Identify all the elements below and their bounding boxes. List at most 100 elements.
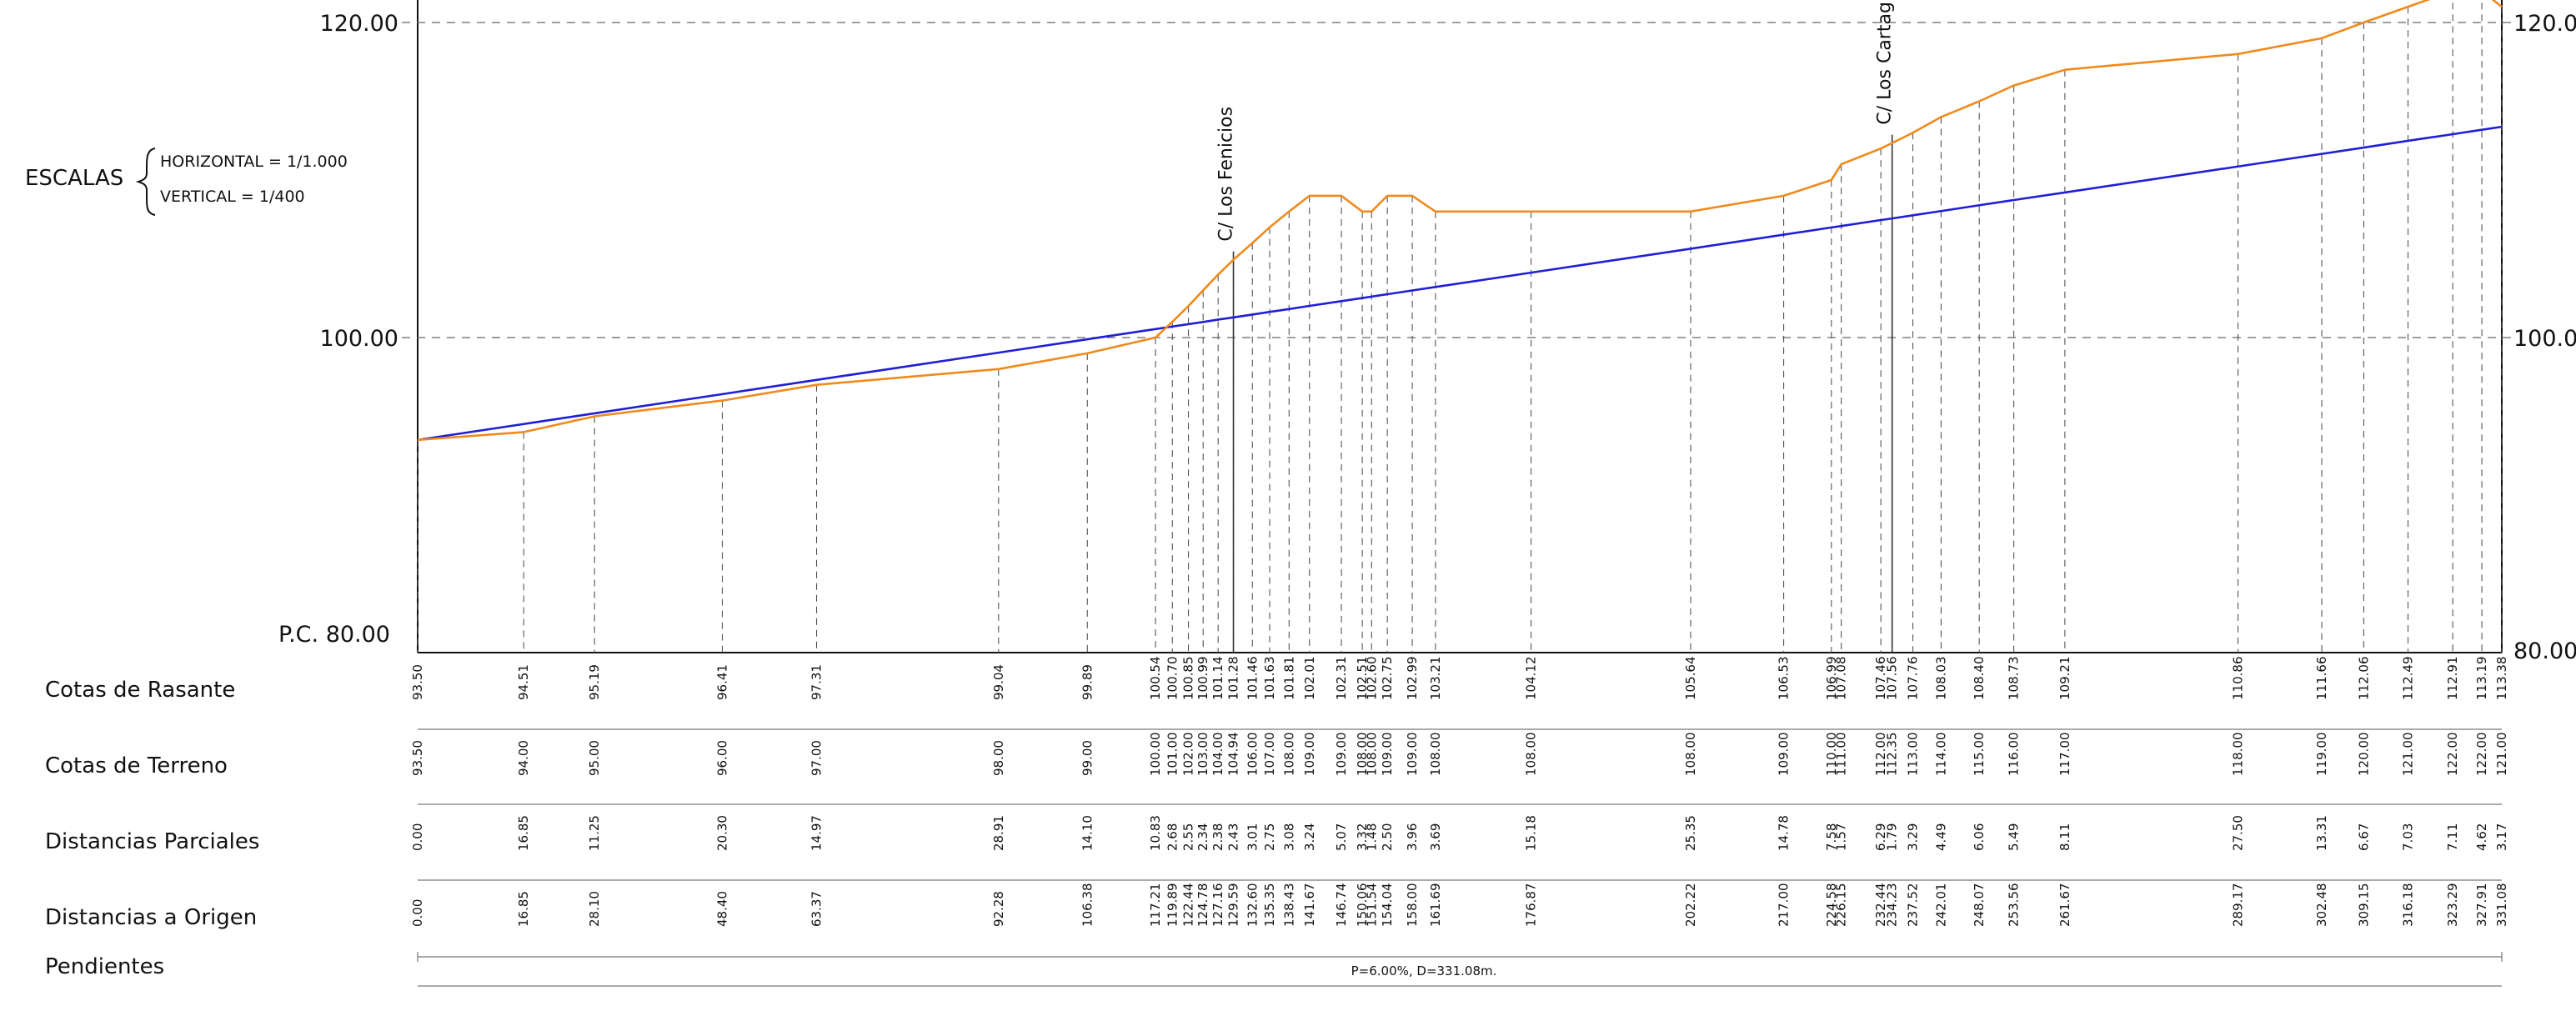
value-terreno-9: 102.00 <box>1181 733 1196 777</box>
value-parciales-37: 6.67 <box>2356 823 2371 851</box>
value-terreno-4: 97.00 <box>809 740 824 776</box>
value-origen-10: 124.78 <box>1195 883 1210 928</box>
value-parciales-19: 1.48 <box>1364 823 1379 851</box>
value-parciales-24: 25.35 <box>1683 815 1698 851</box>
value-rasante-1: 94.51 <box>516 664 531 700</box>
value-origen-36: 302.48 <box>2314 883 2329 928</box>
value-rasante-4: 97.31 <box>809 664 824 700</box>
value-origen-28: 232.44 <box>1873 883 1888 928</box>
axis-label-80-right: 80.00 <box>2513 638 2576 664</box>
value-parciales-12: 2.43 <box>1226 823 1241 851</box>
value-terreno-18: 108.00 <box>1355 733 1370 777</box>
value-parciales-1: 16.85 <box>516 815 531 851</box>
value-terreno-7: 100.00 <box>1148 733 1163 777</box>
value-origen-38: 316.18 <box>2400 883 2415 928</box>
value-parciales-31: 4.49 <box>1933 823 1948 851</box>
value-origen-24: 202.22 <box>1683 883 1698 928</box>
value-origen-18: 150.06 <box>1355 883 1370 928</box>
axis-label-120-right: 120.00 <box>2513 11 2576 37</box>
value-terreno-20: 109.00 <box>1380 733 1395 777</box>
value-terreno-14: 107.00 <box>1262 733 1277 777</box>
scales-brace <box>135 148 156 216</box>
value-terreno-12: 104.94 <box>1226 733 1241 777</box>
value-terreno-38: 121.00 <box>2400 733 2415 777</box>
street-markers: C/ Los Fenicios C/ Los Cartagin <box>1216 0 1896 653</box>
value-terreno-3: 96.00 <box>714 740 729 776</box>
value-rasante-30: 107.76 <box>1906 657 1921 701</box>
value-origen-4: 63.37 <box>809 891 824 927</box>
scale-vertical: VERTICAL = 1/400 <box>160 188 305 206</box>
value-parciales-35: 27.50 <box>2231 815 2246 851</box>
terreno-line <box>417 0 2503 442</box>
value-parciales-15: 3.08 <box>1281 823 1296 851</box>
slope-label: P=6.00%, D=331.08m. <box>1351 963 1497 978</box>
value-origen-40: 327.91 <box>2474 883 2489 928</box>
value-terreno-22: 108.00 <box>1428 733 1443 777</box>
scales-title: ESCALAS <box>25 166 123 191</box>
scale-horizontal: HORIZONTAL = 1/1.000 <box>160 153 348 171</box>
value-rasante-24: 105.64 <box>1683 657 1698 701</box>
value-parciales-18: 3.32 <box>1355 823 1370 851</box>
row-label-parciales: Distancias Parciales <box>45 829 259 854</box>
value-terreno-37: 120.00 <box>2356 733 2371 777</box>
street-label-0: C/ Los Fenicios <box>1216 107 1237 242</box>
value-origen-26: 224.58 <box>1824 883 1839 928</box>
value-rasante-36: 111.66 <box>2314 657 2329 701</box>
value-rasante-40: 113.19 <box>2474 657 2489 701</box>
value-terreno-27: 111.00 <box>1834 733 1849 777</box>
value-terreno-36: 119.00 <box>2314 733 2329 777</box>
value-origen-23: 176.87 <box>1524 883 1539 928</box>
value-terreno-39: 122.00 <box>2445 733 2460 777</box>
value-parciales-2: 11.25 <box>587 815 602 851</box>
value-terreno-10: 103.00 <box>1195 733 1210 777</box>
value-rasante-38: 112.49 <box>2400 657 2415 701</box>
value-rasante-27: 107.08 <box>1834 657 1849 701</box>
profile-table: 93.50 94.51 95.19 96.41 97.31 99.04 99.89 100.5… <box>410 657 2509 928</box>
value-parciales-21: 3.96 <box>1405 823 1420 851</box>
value-origen-7: 117.21 <box>1148 883 1163 928</box>
value-rasante-5: 99.04 <box>991 664 1006 700</box>
value-rasante-0: 93.50 <box>410 664 425 700</box>
value-parciales-5: 28.91 <box>991 815 1006 851</box>
value-origen-14: 135.35 <box>1262 883 1277 928</box>
value-parciales-7: 10.83 <box>1148 815 1163 851</box>
value-rasante-31: 108.03 <box>1933 657 1948 701</box>
axis-label-100-left: 100.00 <box>320 326 398 352</box>
value-origen-20: 154.04 <box>1380 883 1395 928</box>
value-origen-12: 129.59 <box>1226 883 1241 928</box>
value-parciales-3: 20.30 <box>714 815 729 851</box>
value-rasante-8: 100.70 <box>1165 657 1180 701</box>
value-parciales-17: 5.07 <box>1334 823 1349 851</box>
value-origen-6: 106.38 <box>1080 883 1095 928</box>
value-origen-41: 331.08 <box>2494 883 2509 928</box>
value-origen-34: 261.67 <box>2057 883 2072 928</box>
value-origen-33: 253.56 <box>2007 883 2022 928</box>
value-origen-30: 237.52 <box>1906 883 1921 928</box>
value-origen-22: 161.69 <box>1428 883 1443 928</box>
value-parciales-27: 1.57 <box>1834 823 1849 851</box>
value-parciales-8: 2.68 <box>1165 823 1180 851</box>
value-origen-13: 132.60 <box>1245 883 1260 928</box>
value-parciales-14: 2.75 <box>1262 823 1277 851</box>
value-origen-0: 0.00 <box>410 899 425 927</box>
value-origen-15: 138.43 <box>1281 883 1296 928</box>
station-guides <box>417 0 2503 653</box>
value-origen-9: 122.44 <box>1181 883 1196 928</box>
value-terreno-11: 104.00 <box>1210 733 1225 777</box>
value-parciales-41: 3.17 <box>2494 823 2509 851</box>
value-terreno-40: 122.00 <box>2474 733 2489 777</box>
value-rasante-2: 95.19 <box>587 664 602 700</box>
value-terreno-31: 114.00 <box>1933 733 1948 777</box>
value-rasante-23: 104.12 <box>1524 657 1539 701</box>
value-origen-25: 217.00 <box>1777 883 1792 928</box>
axis-label-120-left: 120.00 <box>320 11 398 37</box>
value-terreno-17: 109.00 <box>1334 733 1349 777</box>
value-rasante-41: 113.38 <box>2494 657 2509 701</box>
value-parciales-26: 7.58 <box>1824 823 1839 851</box>
value-terreno-21: 109.00 <box>1405 733 1420 777</box>
value-rasante-29: 107.56 <box>1885 657 1900 701</box>
value-origen-3: 48.40 <box>714 891 729 927</box>
value-parciales-20: 2.50 <box>1380 823 1395 851</box>
value-parciales-13: 3.01 <box>1245 823 1260 851</box>
value-rasante-6: 99.89 <box>1080 664 1095 700</box>
